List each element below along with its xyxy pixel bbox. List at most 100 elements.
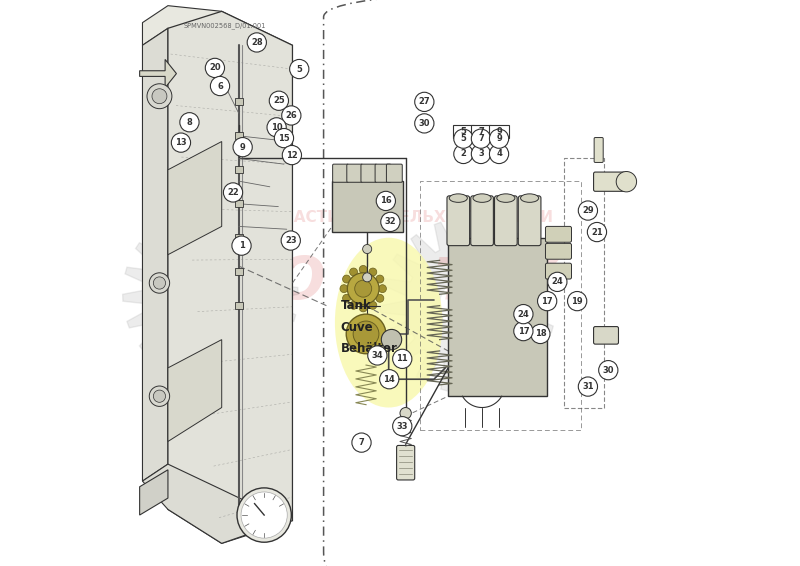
Circle shape	[414, 92, 434, 112]
Text: 16: 16	[380, 196, 392, 205]
FancyBboxPatch shape	[494, 196, 517, 246]
Text: 33: 33	[397, 422, 408, 431]
Circle shape	[490, 129, 509, 148]
Circle shape	[270, 91, 289, 110]
Circle shape	[210, 76, 230, 96]
FancyBboxPatch shape	[448, 238, 547, 396]
FancyBboxPatch shape	[361, 164, 377, 182]
FancyBboxPatch shape	[234, 302, 242, 309]
Circle shape	[237, 488, 291, 542]
Polygon shape	[168, 11, 293, 543]
Text: 31: 31	[582, 382, 594, 391]
Circle shape	[369, 301, 377, 309]
Ellipse shape	[450, 194, 467, 202]
Circle shape	[382, 329, 402, 350]
FancyBboxPatch shape	[447, 196, 470, 246]
Circle shape	[359, 304, 367, 312]
Circle shape	[587, 222, 606, 242]
FancyBboxPatch shape	[234, 268, 242, 275]
Circle shape	[346, 314, 386, 354]
Text: 21: 21	[591, 228, 603, 237]
Circle shape	[342, 294, 350, 302]
Circle shape	[154, 277, 166, 289]
Text: 24: 24	[551, 277, 563, 286]
Circle shape	[393, 417, 412, 436]
Text: Cuve: Cuve	[341, 321, 373, 333]
FancyBboxPatch shape	[234, 200, 242, 207]
Circle shape	[381, 212, 400, 231]
Polygon shape	[168, 142, 222, 255]
Text: 11: 11	[396, 354, 408, 363]
Circle shape	[182, 267, 238, 323]
FancyBboxPatch shape	[454, 125, 474, 138]
Circle shape	[241, 492, 287, 538]
FancyBboxPatch shape	[333, 164, 349, 182]
Circle shape	[362, 245, 372, 254]
Circle shape	[290, 59, 309, 79]
Circle shape	[471, 129, 490, 148]
Circle shape	[171, 133, 190, 152]
Text: SPMVN002568_D/01.001: SPMVN002568_D/01.001	[183, 22, 266, 29]
Text: 9: 9	[496, 127, 502, 136]
Circle shape	[376, 275, 384, 283]
Polygon shape	[140, 59, 177, 88]
Text: ТЕХ: ТЕХ	[434, 255, 558, 311]
Circle shape	[369, 268, 377, 276]
Text: 5: 5	[461, 134, 466, 143]
Ellipse shape	[335, 238, 442, 408]
FancyBboxPatch shape	[375, 164, 391, 182]
Circle shape	[206, 58, 225, 78]
Circle shape	[548, 272, 567, 291]
Polygon shape	[122, 207, 298, 382]
Text: 26: 26	[286, 111, 298, 120]
Text: 17: 17	[542, 297, 553, 306]
Text: 17: 17	[518, 327, 530, 336]
Circle shape	[376, 191, 395, 211]
Polygon shape	[380, 218, 556, 393]
Circle shape	[354, 280, 372, 297]
Circle shape	[180, 113, 199, 132]
Text: 9: 9	[496, 134, 502, 143]
Circle shape	[152, 89, 167, 104]
Circle shape	[147, 84, 172, 109]
Circle shape	[471, 144, 490, 164]
Text: 30: 30	[418, 119, 430, 128]
Text: 1: 1	[238, 241, 245, 250]
Text: 6: 6	[217, 82, 223, 91]
Circle shape	[578, 201, 598, 220]
Polygon shape	[142, 6, 293, 68]
Circle shape	[538, 291, 557, 311]
Circle shape	[380, 370, 399, 389]
Circle shape	[514, 305, 533, 324]
FancyBboxPatch shape	[518, 196, 541, 246]
Circle shape	[454, 144, 473, 164]
Circle shape	[353, 321, 379, 347]
Circle shape	[350, 301, 358, 309]
Text: 25: 25	[273, 96, 285, 105]
Text: 20: 20	[209, 63, 221, 72]
Text: 5: 5	[296, 65, 302, 74]
FancyBboxPatch shape	[234, 234, 242, 241]
Ellipse shape	[473, 194, 491, 202]
Circle shape	[368, 346, 387, 365]
Text: 13: 13	[175, 138, 186, 147]
FancyBboxPatch shape	[594, 327, 618, 344]
Circle shape	[530, 324, 550, 344]
Polygon shape	[142, 28, 168, 481]
Text: 22: 22	[227, 188, 239, 197]
FancyBboxPatch shape	[546, 226, 571, 242]
Circle shape	[233, 138, 252, 157]
FancyBboxPatch shape	[489, 125, 510, 138]
Text: ЗАПЧАСТИ ДЛЯ СЕЛЬХОЗТЕХНИКИ: ЗАПЧАСТИ ДЛЯ СЕЛЬХОЗТЕХНИКИ	[246, 211, 554, 225]
Text: 27: 27	[418, 97, 430, 106]
Text: 32: 32	[385, 217, 396, 226]
Text: 7: 7	[358, 438, 364, 447]
Circle shape	[454, 129, 473, 148]
Circle shape	[393, 349, 412, 368]
Circle shape	[578, 377, 598, 396]
Text: 24: 24	[518, 310, 530, 319]
Circle shape	[340, 285, 348, 293]
FancyBboxPatch shape	[397, 445, 414, 480]
FancyBboxPatch shape	[234, 132, 242, 139]
Polygon shape	[140, 470, 168, 515]
